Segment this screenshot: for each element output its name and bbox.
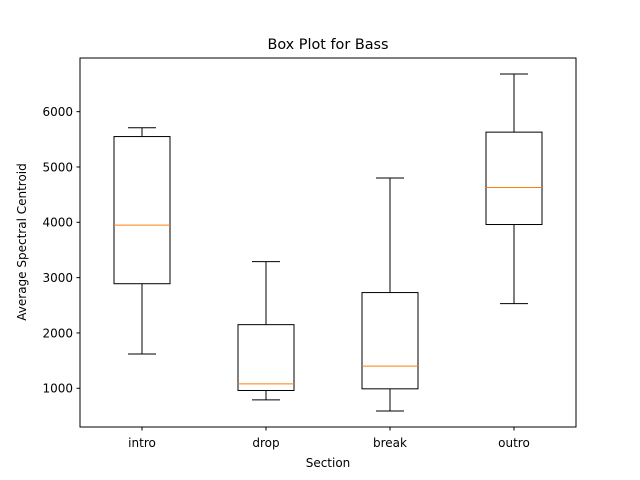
box-intro xyxy=(113,127,171,355)
x-tick-label-outro: outro xyxy=(498,436,530,450)
x-tick-label-intro: intro xyxy=(128,436,156,450)
iqr-box xyxy=(237,324,295,391)
iqr-box xyxy=(113,136,171,285)
iqr-box xyxy=(485,131,543,226)
x-tick-label-drop: drop xyxy=(252,436,279,450)
y-tick-label: 3000 xyxy=(42,271,73,285)
y-axis-label: Average Spectral Centroid xyxy=(15,163,29,320)
box-outro xyxy=(485,73,543,305)
x-tick-label-break: break xyxy=(373,436,407,450)
plot-frame xyxy=(79,57,577,428)
y-tick-label: 2000 xyxy=(42,326,73,340)
y-tick-label: 6000 xyxy=(42,105,73,119)
iqr-box xyxy=(361,292,419,390)
box-break xyxy=(361,177,419,412)
chart-title: Box Plot for Bass xyxy=(267,37,388,53)
box-drop xyxy=(237,261,295,401)
plot-area xyxy=(113,73,543,412)
y-tick-label: 1000 xyxy=(42,382,73,396)
y-tick-label: 5000 xyxy=(42,160,73,174)
y-tick-label: 4000 xyxy=(42,216,73,230)
x-axis-label: Section xyxy=(306,456,351,470)
